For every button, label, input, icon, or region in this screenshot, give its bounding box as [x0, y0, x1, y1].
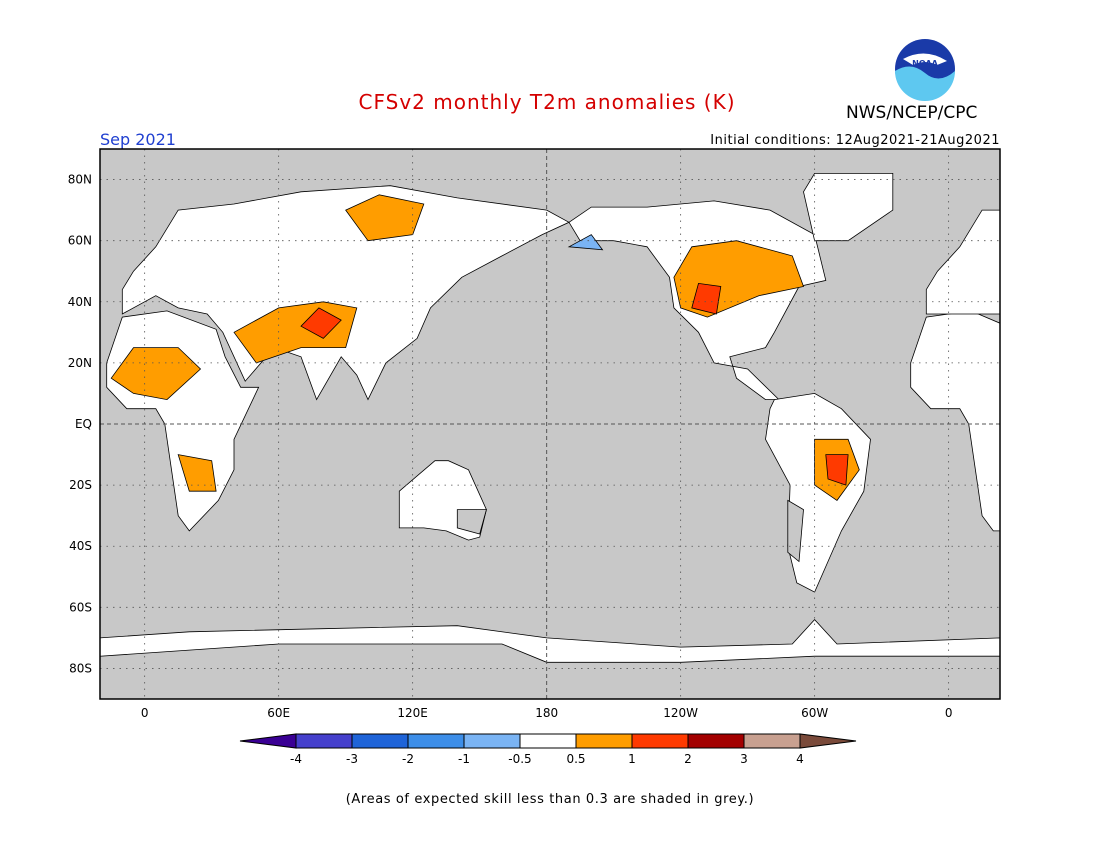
lat-label: 80N — [68, 173, 92, 187]
lat-label: EQ — [75, 417, 92, 431]
colorbar-box — [407, 733, 465, 749]
svg-text:NOAA: NOAA — [912, 59, 938, 68]
colorbar-box — [575, 733, 633, 749]
colorbar-box — [519, 733, 577, 749]
colorbar-box — [351, 733, 409, 749]
lat-label: 20S — [69, 478, 92, 492]
land-grey-eastern-australia — [456, 509, 487, 535]
land-warm-north-africa — [110, 347, 202, 401]
lat-label: 60S — [69, 600, 92, 614]
lon-label: 120E — [397, 706, 428, 720]
lat-label: 40S — [69, 539, 92, 553]
colorbar-box — [687, 733, 745, 749]
land-hot-asia — [300, 307, 342, 339]
map-axis-labels: 80N 60N 40N 20N EQ 20S 40S 60S 80S 0 60E 120E 180 120… — [68, 173, 953, 720]
colorbar-min-arrow — [239, 733, 297, 749]
initial-conditions: Initial conditions: 12Aug2021-21Aug2021 — [710, 133, 1000, 148]
colorbar-tick-label: -2 — [402, 752, 414, 766]
lon-label: 60W — [801, 706, 828, 720]
lon-label: 180 — [535, 706, 558, 720]
colorbar-tick-label: -1 — [458, 752, 470, 766]
lon-label: 0 — [945, 706, 953, 720]
lon-label: 0 — [141, 706, 149, 720]
colorbar: -4 -3 -2 -1 -0.5 0.5 1 2 3 4 — [239, 733, 857, 766]
colorbar-boxes — [239, 733, 857, 749]
colorbar-box — [295, 733, 353, 749]
land-cool-alaska — [567, 234, 604, 251]
colorbar-tick-label: -3 — [346, 752, 358, 766]
colorbar-tick-label: 1 — [628, 752, 636, 766]
colorbar-box — [631, 733, 689, 749]
colorbar-tick-label: 3 — [740, 752, 748, 766]
colorbar-tick-label: -0.5 — [508, 752, 531, 766]
colorbar-tick-label: 4 — [796, 752, 804, 766]
land-grey-sa — [787, 499, 804, 563]
colorbar-max-arrow — [799, 733, 857, 749]
land-warm-southern-africa — [177, 454, 217, 492]
colorbar-tick-label: 0.5 — [566, 752, 585, 766]
month-label: Sep 2021 — [100, 130, 176, 149]
lat-label: 20N — [68, 356, 92, 370]
land-europe-asia — [121, 185, 570, 401]
land-areas — [99, 173, 1001, 700]
colorbar-tick-label: -4 — [290, 752, 302, 766]
map-gridlines — [99, 148, 1001, 700]
land-warm-siberia — [345, 194, 425, 242]
lat-label: 60N — [68, 234, 92, 248]
land-hot-western-us — [691, 282, 722, 315]
land-hot-brazil — [825, 454, 849, 486]
colorbar-box — [743, 733, 801, 749]
lon-label: 120W — [663, 706, 698, 720]
anomaly-map: 80N 60N 40N 20N EQ 20S 40S 60S 80S 0 60E 120E 180 120… — [68, 148, 1001, 720]
map-title: CFSv2 monthly T2m anomalies (K) — [358, 90, 736, 114]
noaa-logo: NOAA — [895, 39, 955, 101]
colorbar-tick-label: 2 — [684, 752, 692, 766]
lat-label: 80S — [69, 661, 92, 675]
lat-label: 40N — [68, 295, 92, 309]
footnote: (Areas of expected skill less than 0.3 a… — [345, 792, 755, 807]
map-frame — [99, 148, 1001, 700]
colorbar-labels: -4 -3 -2 -1 -0.5 0.5 1 2 3 4 — [290, 752, 804, 766]
organization-label: NWS/NCEP/CPC — [846, 103, 978, 123]
colorbar-box — [463, 733, 521, 749]
lon-label: 60E — [267, 706, 290, 720]
